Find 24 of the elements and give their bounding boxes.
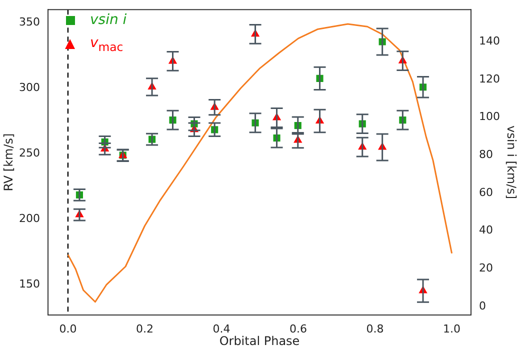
legend-label: vsin i	[90, 12, 127, 28]
y2-tick-label: 40	[479, 224, 493, 237]
y2-tick-label: 0	[479, 299, 486, 312]
x-tick-label: 0.6	[290, 322, 308, 336]
y2-axis-title: vsin i [km/s]	[504, 126, 519, 200]
y-tick-label: 200	[19, 212, 40, 226]
y2-tick-label: 120	[479, 72, 500, 86]
legend-label: v$_{mac}$	[90, 34, 124, 54]
y-tick-label: 350	[19, 16, 40, 29]
x-tick-label: 0.2	[136, 322, 154, 336]
x-tick-label: 0.0	[59, 322, 77, 336]
x-tick-label: 0.4	[212, 322, 230, 336]
y2-tick-label: 20	[479, 262, 493, 275]
x-tick-label: 0.8	[366, 322, 384, 336]
y-tick-label: 250	[19, 146, 40, 160]
y2-tick-label: 140	[479, 34, 500, 48]
y2-tick-label: 100	[479, 110, 500, 124]
y-tick-label: 300	[19, 81, 40, 94]
y2-tick-label: 60	[479, 186, 493, 199]
x-tick-label: 1.0	[443, 322, 461, 336]
y-tick-label: 150	[19, 278, 40, 291]
y2-tick-label: 80	[479, 148, 493, 162]
x-axis-title: Orbital Phase	[219, 334, 300, 348]
y-axis-title: RV [km/s]	[1, 133, 16, 192]
